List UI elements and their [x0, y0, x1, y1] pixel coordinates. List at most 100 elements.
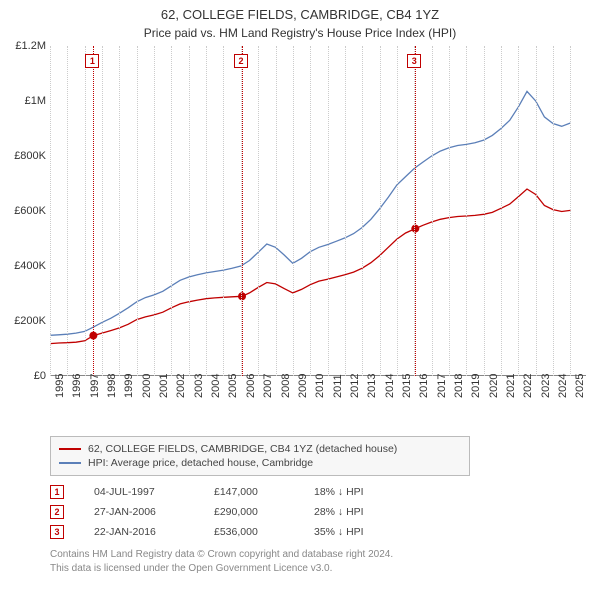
y-tick-label: £0 — [2, 370, 46, 382]
y-tick-label: £200K — [2, 315, 46, 327]
x-gridline — [536, 46, 537, 376]
x-tick-label: 1998 — [106, 374, 118, 398]
x-gridline — [293, 46, 294, 376]
chart-area: £0£200K£400K£600K£800K£1M£1.2M1995199619… — [0, 46, 600, 426]
x-gridline — [449, 46, 450, 376]
x-gridline — [137, 46, 138, 376]
x-gridline — [310, 46, 311, 376]
sales-table: 1 04-JUL-1997 £147,000 18% ↓ HPI 2 27-JA… — [50, 482, 434, 542]
sale-diff: 18% ↓ HPI — [314, 486, 434, 498]
sales-row: 3 22-JAN-2016 £536,000 35% ↓ HPI — [50, 522, 434, 542]
x-gridline — [50, 46, 51, 376]
chart-container: 62, COLLEGE FIELDS, CAMBRIDGE, CB4 1YZ P… — [0, 0, 600, 590]
x-tick-label: 1995 — [54, 374, 66, 398]
x-tick-label: 2013 — [366, 374, 378, 398]
x-tick-label: 1999 — [123, 374, 135, 398]
footer-line: This data is licensed under the Open Gov… — [50, 562, 393, 576]
sale-marker-icon: 2 — [50, 505, 64, 519]
x-gridline — [206, 46, 207, 376]
y-tick-label: £1M — [2, 95, 46, 107]
legend-label: 62, COLLEGE FIELDS, CAMBRIDGE, CB4 1YZ (… — [88, 443, 397, 455]
x-gridline — [397, 46, 398, 376]
sales-row: 1 04-JUL-1997 £147,000 18% ↓ HPI — [50, 482, 434, 502]
x-gridline — [328, 46, 329, 376]
sale-diff: 35% ↓ HPI — [314, 526, 434, 538]
legend-item: 62, COLLEGE FIELDS, CAMBRIDGE, CB4 1YZ (… — [59, 442, 461, 456]
x-gridline — [484, 46, 485, 376]
x-gridline — [258, 46, 259, 376]
x-tick-label: 2015 — [401, 374, 413, 398]
sale-marker-box: 1 — [85, 54, 99, 68]
x-gridline — [570, 46, 571, 376]
x-tick-label: 2000 — [141, 374, 153, 398]
x-gridline — [102, 46, 103, 376]
x-gridline — [223, 46, 224, 376]
footer: Contains HM Land Registry data © Crown c… — [50, 548, 393, 575]
x-gridline — [154, 46, 155, 376]
x-tick-label: 2009 — [297, 374, 309, 398]
x-tick-label: 2005 — [227, 374, 239, 398]
x-gridline — [119, 46, 120, 376]
plot-svg — [50, 46, 586, 376]
sale-marker-box: 2 — [234, 54, 248, 68]
y-tick-label: £800K — [2, 150, 46, 162]
legend-swatch — [59, 448, 81, 450]
x-tick-label: 2018 — [453, 374, 465, 398]
x-tick-label: 2014 — [384, 374, 396, 398]
sale-marker-line — [93, 46, 94, 376]
sale-date: 22-JAN-2016 — [94, 526, 214, 538]
x-tick-label: 2011 — [332, 374, 344, 398]
sale-price: £290,000 — [214, 506, 314, 518]
sale-marker-box: 3 — [407, 54, 421, 68]
x-tick-label: 2001 — [158, 374, 170, 398]
sales-row: 2 27-JAN-2006 £290,000 28% ↓ HPI — [50, 502, 434, 522]
x-gridline — [362, 46, 363, 376]
sale-marker-icon: 3 — [50, 525, 64, 539]
x-tick-label: 2022 — [522, 374, 534, 398]
x-tick-label: 2017 — [436, 374, 448, 398]
plot-area — [50, 46, 586, 376]
sale-marker-line — [415, 46, 416, 376]
x-tick-label: 2002 — [175, 374, 187, 398]
y-tick-label: £600K — [2, 205, 46, 217]
x-tick-label: 2010 — [314, 374, 326, 398]
legend: 62, COLLEGE FIELDS, CAMBRIDGE, CB4 1YZ (… — [50, 436, 470, 476]
x-gridline — [466, 46, 467, 376]
y-tick-label: £400K — [2, 260, 46, 272]
y-tick-label: £1.2M — [2, 40, 46, 52]
x-gridline — [432, 46, 433, 376]
sale-price: £147,000 — [214, 486, 314, 498]
sale-marker-icon: 1 — [50, 485, 64, 499]
legend-label: HPI: Average price, detached house, Camb… — [88, 457, 313, 469]
sale-date: 04-JUL-1997 — [94, 486, 214, 498]
x-tick-label: 2016 — [418, 374, 430, 398]
x-tick-label: 2021 — [505, 374, 517, 398]
x-tick-label: 1997 — [89, 374, 101, 398]
x-gridline — [380, 46, 381, 376]
legend-item: HPI: Average price, detached house, Camb… — [59, 456, 461, 470]
x-tick-label: 2023 — [540, 374, 552, 398]
x-tick-label: 2003 — [193, 374, 205, 398]
x-gridline — [345, 46, 346, 376]
legend-swatch — [59, 462, 81, 464]
x-tick-label: 2008 — [280, 374, 292, 398]
footer-line: Contains HM Land Registry data © Crown c… — [50, 548, 393, 562]
x-gridline — [553, 46, 554, 376]
sale-diff: 28% ↓ HPI — [314, 506, 434, 518]
x-tick-label: 2007 — [262, 374, 274, 398]
x-gridline — [171, 46, 172, 376]
x-gridline — [189, 46, 190, 376]
sale-price: £536,000 — [214, 526, 314, 538]
x-tick-label: 1996 — [71, 374, 83, 398]
x-tick-label: 2006 — [245, 374, 257, 398]
x-gridline — [518, 46, 519, 376]
x-tick-label: 2012 — [349, 374, 361, 398]
x-tick-label: 2019 — [470, 374, 482, 398]
x-tick-label: 2020 — [488, 374, 500, 398]
x-gridline — [85, 46, 86, 376]
x-tick-label: 2024 — [557, 374, 569, 398]
x-tick-label: 2004 — [210, 374, 222, 398]
x-gridline — [276, 46, 277, 376]
sale-date: 27-JAN-2006 — [94, 506, 214, 518]
x-gridline — [501, 46, 502, 376]
